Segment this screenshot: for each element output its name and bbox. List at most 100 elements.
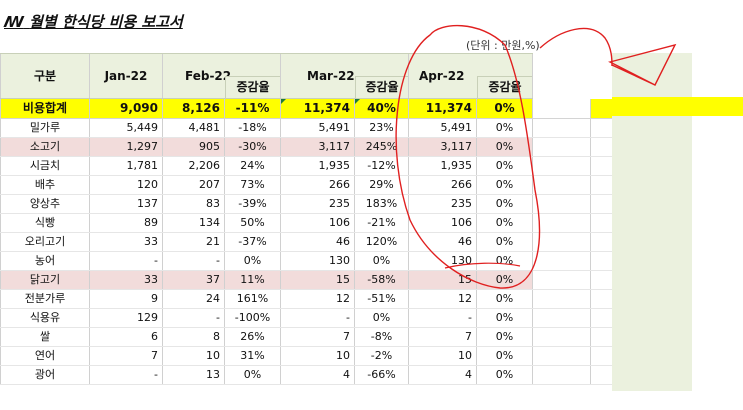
empty-cell[interactable] <box>532 213 591 233</box>
mar-pct-cell[interactable]: -2% <box>354 346 409 366</box>
mar-cell[interactable]: 4 <box>280 365 355 385</box>
jan-cell[interactable]: - <box>89 365 163 385</box>
jan-cell[interactable]: 9 <box>89 289 163 309</box>
empty-cell[interactable] <box>532 118 591 138</box>
table-row[interactable]: 밀가루 5,449 4,481 -18% 5,491 23% 5,491 0% <box>0 118 671 138</box>
item-name-cell[interactable]: 광어 <box>0 365 90 385</box>
item-name-cell[interactable]: 식용유 <box>0 308 90 328</box>
feb-cell[interactable]: 905 <box>162 137 225 157</box>
feb-pct-cell[interactable]: 26% <box>224 327 281 347</box>
apr-cell[interactable]: 4 <box>408 365 477 385</box>
mar-cell[interactable]: 5,491 <box>280 118 355 138</box>
total-feb[interactable]: 8,126 <box>162 98 225 119</box>
mar-cell[interactable]: 15 <box>280 270 355 290</box>
feb-cell[interactable]: - <box>162 251 225 271</box>
feb-cell[interactable]: 134 <box>162 213 225 233</box>
apr-cell[interactable]: - <box>408 308 477 328</box>
jan-cell[interactable]: 33 <box>89 232 163 252</box>
total-mar-pct[interactable]: 40% <box>354 98 409 119</box>
apr-pct-cell[interactable]: 0% <box>476 118 533 138</box>
feb-pct-cell[interactable]: 73% <box>224 175 281 195</box>
apr-pct-cell[interactable]: 0% <box>476 365 533 385</box>
jan-cell[interactable]: - <box>89 251 163 271</box>
feb-pct-cell[interactable]: 11% <box>224 270 281 290</box>
mar-pct-cell[interactable]: 245% <box>354 137 409 157</box>
table-row[interactable]: 쌀 6 8 26% 7 -8% 7 0% <box>0 327 671 347</box>
table-row[interactable]: 농어 - -0% 130 0% 130 0% <box>0 251 671 271</box>
apr-pct-cell[interactable]: 0% <box>476 270 533 290</box>
mar-pct-cell[interactable]: -12% <box>354 156 409 176</box>
empty-cell[interactable] <box>532 365 591 385</box>
mar-pct-cell[interactable]: 0% <box>354 308 409 328</box>
mar-cell[interactable]: 46 <box>280 232 355 252</box>
total-label[interactable]: 비용합계 <box>0 98 90 119</box>
feb-pct-cell[interactable]: 24% <box>224 156 281 176</box>
table-row[interactable]: 배추 120 207 73% 266 29% 266 0% <box>0 175 671 195</box>
item-name-cell[interactable]: 양상추 <box>0 194 90 214</box>
feb-cell[interactable]: - <box>162 308 225 328</box>
mar-pct-cell[interactable]: 23% <box>354 118 409 138</box>
mar-cell[interactable]: 10 <box>280 346 355 366</box>
feb-pct-cell[interactable]: 50% <box>224 213 281 233</box>
empty-cell[interactable] <box>532 194 591 214</box>
mar-cell[interactable]: 3,117 <box>280 137 355 157</box>
table-row[interactable]: 전분가루 9 24 161% 12 -51% 12 0% <box>0 289 671 309</box>
table-row[interactable]: 오리고기 33 21 -37% 46 120% 46 0% <box>0 232 671 252</box>
mar-cell[interactable]: 106 <box>280 213 355 233</box>
apr-pct-cell[interactable]: 0% <box>476 232 533 252</box>
mar-pct-cell[interactable]: 120% <box>354 232 409 252</box>
total-jan[interactable]: 9,090 <box>89 98 163 119</box>
apr-pct-cell[interactable]: 0% <box>476 251 533 271</box>
table-row[interactable]: 양상추 137 83 -39% 235 183% 235 0% <box>0 194 671 214</box>
table-row[interactable]: 시금치 1,781 2,206 24% 1,935 -12% 1,935 0% <box>0 156 671 176</box>
item-name-cell[interactable]: 전분가루 <box>0 289 90 309</box>
feb-cell[interactable]: 8 <box>162 327 225 347</box>
jan-cell[interactable]: 1,781 <box>89 156 163 176</box>
mar-pct-cell[interactable]: -66% <box>354 365 409 385</box>
item-name-cell[interactable]: 식빵 <box>0 213 90 233</box>
total-mar[interactable]: 11,374 <box>280 98 355 119</box>
item-name-cell[interactable]: 농어 <box>0 251 90 271</box>
feb-pct-cell[interactable]: 0% <box>224 251 281 271</box>
mar-pct-cell[interactable]: 0% <box>354 251 409 271</box>
apr-cell[interactable]: 266 <box>408 175 477 195</box>
jan-cell[interactable]: 129 <box>89 308 163 328</box>
item-name-cell[interactable]: 닭고기 <box>0 270 90 290</box>
total-feb-pct[interactable]: -11% <box>224 98 281 119</box>
feb-pct-cell[interactable]: -18% <box>224 118 281 138</box>
feb-pct-cell[interactable]: 31% <box>224 346 281 366</box>
apr-pct-cell[interactable]: 0% <box>476 346 533 366</box>
item-name-cell[interactable]: 오리고기 <box>0 232 90 252</box>
empty-cell[interactable] <box>532 270 591 290</box>
feb-pct-cell[interactable]: -37% <box>224 232 281 252</box>
table-row[interactable]: 소고기 1,297 905 -30% 3,117 245% 3,117 0% <box>0 137 671 157</box>
mar-cell[interactable]: 235 <box>280 194 355 214</box>
item-name-cell[interactable]: 밀가루 <box>0 118 90 138</box>
empty-cell[interactable] <box>532 346 591 366</box>
mar-cell[interactable]: 12 <box>280 289 355 309</box>
mar-pct-cell[interactable]: -21% <box>354 213 409 233</box>
apr-cell[interactable]: 106 <box>408 213 477 233</box>
apr-cell[interactable]: 7 <box>408 327 477 347</box>
empty-cell[interactable] <box>532 175 591 195</box>
feb-cell[interactable]: 21 <box>162 232 225 252</box>
empty-cell[interactable] <box>532 156 591 176</box>
jan-cell[interactable]: 137 <box>89 194 163 214</box>
header-jan[interactable]: Jan-22 <box>89 53 163 99</box>
mar-pct-cell[interactable]: -51% <box>354 289 409 309</box>
feb-cell[interactable]: 24 <box>162 289 225 309</box>
mar-cell[interactable]: - <box>280 308 355 328</box>
mar-pct-cell[interactable]: 29% <box>354 175 409 195</box>
header-feb[interactable]: Feb-22 증감율 <box>162 53 281 99</box>
empty-cell[interactable] <box>532 232 591 252</box>
apr-cell[interactable]: 46 <box>408 232 477 252</box>
jan-cell[interactable]: 33 <box>89 270 163 290</box>
empty-cell[interactable] <box>532 289 591 309</box>
total-extra-cell-2[interactable] <box>590 98 671 119</box>
feb-pct-cell[interactable]: 0% <box>224 365 281 385</box>
apr-cell[interactable]: 1,935 <box>408 156 477 176</box>
apr-pct-cell[interactable]: 0% <box>476 308 533 328</box>
table-row[interactable]: 닭고기 33 37 11% 15 -58% 15 0% <box>0 270 671 290</box>
mar-pct-cell[interactable]: -58% <box>354 270 409 290</box>
feb-cell[interactable]: 4,481 <box>162 118 225 138</box>
